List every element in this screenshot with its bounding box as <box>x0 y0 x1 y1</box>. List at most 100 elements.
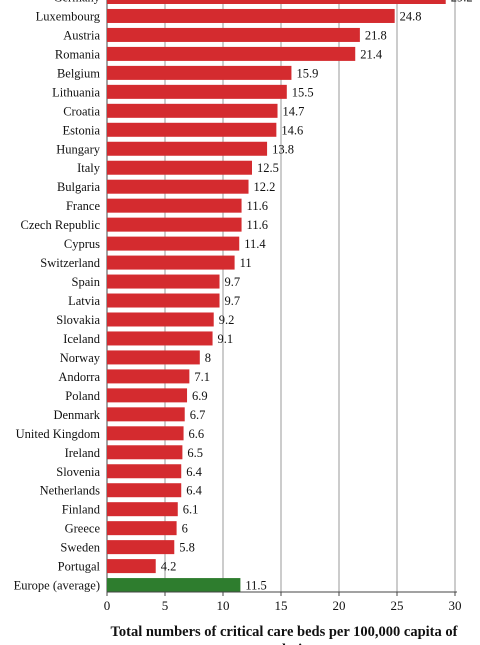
bar <box>107 217 242 232</box>
value-label: 14.6 <box>281 123 303 137</box>
value-label: 9.7 <box>225 294 241 308</box>
category-label: Andorra <box>58 370 100 384</box>
bar <box>107 84 287 99</box>
bar <box>107 407 185 422</box>
category-label: Belgium <box>57 66 100 80</box>
category-label: Portugal <box>58 560 101 574</box>
bar <box>107 255 235 270</box>
value-label: 21.8 <box>365 28 387 42</box>
x-axis-ticks: 0 5 10 15 20 25 30 <box>104 592 462 613</box>
bar <box>107 160 252 175</box>
value-label: 6.7 <box>190 408 206 422</box>
value-label: 8 <box>205 351 211 365</box>
value-label: 15.5 <box>292 85 314 99</box>
category-label: Luxembourg <box>36 9 101 23</box>
value-label: 11.4 <box>244 237 266 251</box>
bar <box>107 27 360 42</box>
bar <box>107 559 156 574</box>
bar <box>107 103 278 118</box>
category-label: Bulgaria <box>57 180 100 194</box>
category-label: Slovakia <box>56 313 100 327</box>
bar <box>107 46 356 61</box>
value-label: 9.7 <box>225 275 241 289</box>
category-label: Switzerland <box>40 256 100 270</box>
value-label: 6.6 <box>189 427 205 441</box>
category-label: Lithuania <box>52 85 100 99</box>
value-label: 29.2 <box>451 0 473 5</box>
bar <box>107 122 277 137</box>
category-label: Europe (average) <box>14 579 100 593</box>
bar <box>107 274 220 289</box>
bar <box>107 312 214 327</box>
x-tick-label: 30 <box>449 598 462 613</box>
value-label: 21.4 <box>360 47 383 61</box>
x-tick-label: 5 <box>162 598 169 613</box>
x-tick-label: 15 <box>275 598 288 613</box>
value-label: 11.5 <box>245 579 266 593</box>
category-label: Latvia <box>68 294 100 308</box>
category-label: Iceland <box>63 332 101 346</box>
value-label: 6.1 <box>183 503 199 517</box>
value-label: 6.5 <box>187 446 203 460</box>
value-label: 4.2 <box>161 560 177 574</box>
bar <box>107 331 213 346</box>
bar <box>107 578 241 593</box>
value-label: 15.9 <box>296 66 318 80</box>
value-label: 6 <box>182 522 188 536</box>
value-label: 9.2 <box>219 313 235 327</box>
category-label: Greece <box>65 522 101 536</box>
bar <box>107 0 446 4</box>
category-label: France <box>66 199 100 213</box>
category-label: Estonia <box>63 123 101 137</box>
value-label: 11.6 <box>247 199 268 213</box>
value-label: 13.8 <box>272 142 294 156</box>
value-label: 12.5 <box>257 161 279 175</box>
value-label: 12.2 <box>254 180 276 194</box>
category-label: Netherlands <box>40 484 101 498</box>
category-label: United Kingdom <box>16 427 101 441</box>
bar <box>107 350 200 365</box>
value-label: 6.4 <box>186 465 202 479</box>
value-label: 11 <box>240 256 252 270</box>
bar <box>107 502 178 517</box>
bar <box>107 521 177 536</box>
category-label: Czech Republic <box>21 218 101 232</box>
bar <box>107 198 242 213</box>
category-label: Austria <box>63 28 100 42</box>
bar <box>107 464 182 479</box>
value-label: 11.6 <box>247 218 268 232</box>
bar <box>107 8 395 23</box>
bar <box>107 388 188 403</box>
value-label: 14.7 <box>283 104 305 118</box>
category-label: Spain <box>72 275 101 289</box>
category-label: Denmark <box>53 408 100 422</box>
bar <box>107 445 183 460</box>
bar <box>107 141 268 156</box>
bar <box>107 179 249 194</box>
x-tick-label: 10 <box>217 598 230 613</box>
value-label: 6.4 <box>186 484 202 498</box>
value-label: 6.9 <box>192 389 208 403</box>
x-tick-label: 0 <box>104 598 111 613</box>
category-labels: Germany Luxembourg Austria Romania Belgium Li… <box>14 0 101 593</box>
category-label: Norway <box>60 351 101 365</box>
category-label: Romania <box>55 47 101 61</box>
bar <box>107 236 240 251</box>
value-label: 9.1 <box>218 332 234 346</box>
category-label: Hungary <box>56 142 100 156</box>
category-label: Italy <box>77 161 101 175</box>
category-label: Cyprus <box>64 237 100 251</box>
value-label: 24.8 <box>400 9 422 23</box>
bar <box>107 483 182 498</box>
category-label: Sweden <box>60 541 100 555</box>
category-label: Slovenia <box>56 465 100 479</box>
bar <box>107 65 292 80</box>
value-label: 7.1 <box>194 370 210 384</box>
category-label: Poland <box>65 389 100 403</box>
category-label: Germany <box>53 0 100 5</box>
category-label: Ireland <box>65 446 101 460</box>
category-label: Finland <box>62 503 101 517</box>
category-label: Croatia <box>63 104 100 118</box>
bars <box>107 0 446 593</box>
